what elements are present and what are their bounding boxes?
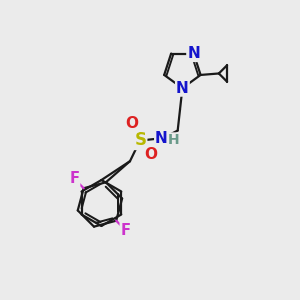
- Text: S: S: [134, 131, 146, 149]
- Text: N: N: [155, 131, 168, 146]
- Text: O: O: [144, 147, 157, 162]
- Text: N: N: [176, 81, 189, 96]
- Text: F: F: [121, 223, 130, 238]
- Text: F: F: [69, 171, 79, 186]
- Text: O: O: [125, 116, 139, 131]
- Text: N: N: [187, 46, 200, 61]
- Text: H: H: [168, 133, 180, 147]
